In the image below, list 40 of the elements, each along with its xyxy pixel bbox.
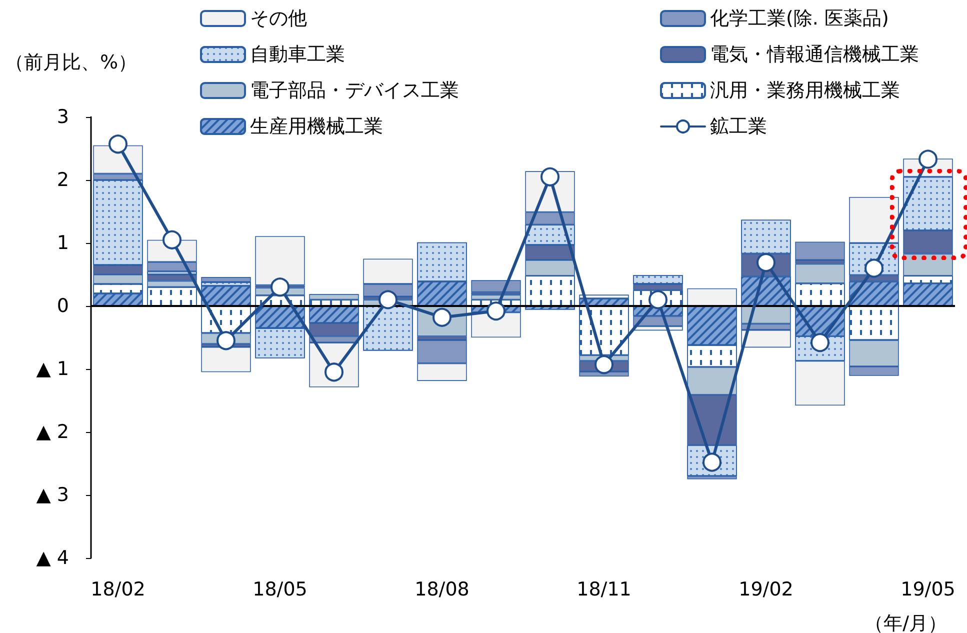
point	[648, 290, 668, 310]
legend-label: 自動車工業	[250, 44, 345, 66]
bar	[255, 236, 305, 286]
legend-label: 生産用機械工業	[250, 116, 383, 138]
x-tick-label: 18/11	[576, 578, 632, 600]
bar	[201, 277, 251, 282]
x-tick-label: 19/05	[900, 578, 956, 600]
y-tick-label: 0	[56, 295, 69, 317]
bar	[795, 242, 845, 260]
legend-label: その他	[250, 8, 307, 30]
y-tick-label: 2	[56, 169, 69, 191]
y-tick-label: ▲ 1	[36, 358, 69, 380]
y-axis-title: （前月比、%）	[4, 52, 138, 74]
x-axis-title: （年/月）	[864, 612, 948, 633]
y-tick-label: ▲ 2	[36, 421, 69, 443]
point	[594, 355, 614, 374]
point	[378, 290, 398, 310]
legend-label: 汎用・業務用機械工業	[710, 80, 900, 102]
legend-label: 電子部品・デバイス工業	[250, 80, 459, 102]
legend-label: 鉱工業	[710, 116, 767, 138]
legend-label: 電気・情報通信機械工業	[710, 44, 919, 66]
bar	[687, 288, 737, 306]
point	[486, 302, 506, 321]
bar	[471, 280, 521, 292]
bar	[201, 346, 251, 372]
y-tick-label: ▲ 4	[36, 547, 69, 569]
point	[918, 150, 938, 169]
x-tick-label: 18/05	[252, 578, 308, 600]
point	[162, 230, 182, 250]
y-tick-label: 3	[56, 106, 69, 128]
x-tick-label: 18/02	[90, 578, 146, 600]
point	[540, 167, 560, 186]
legend-label: 化学工業(除. 医薬品)	[710, 8, 889, 30]
y-tick-label: ▲ 3	[36, 484, 69, 506]
x-tick-label: 18/08	[414, 578, 470, 600]
point	[270, 278, 290, 297]
y-tick-label: 1	[56, 232, 69, 254]
x-tick-label: 19/02	[738, 578, 794, 600]
point	[216, 331, 236, 350]
point	[108, 134, 128, 154]
